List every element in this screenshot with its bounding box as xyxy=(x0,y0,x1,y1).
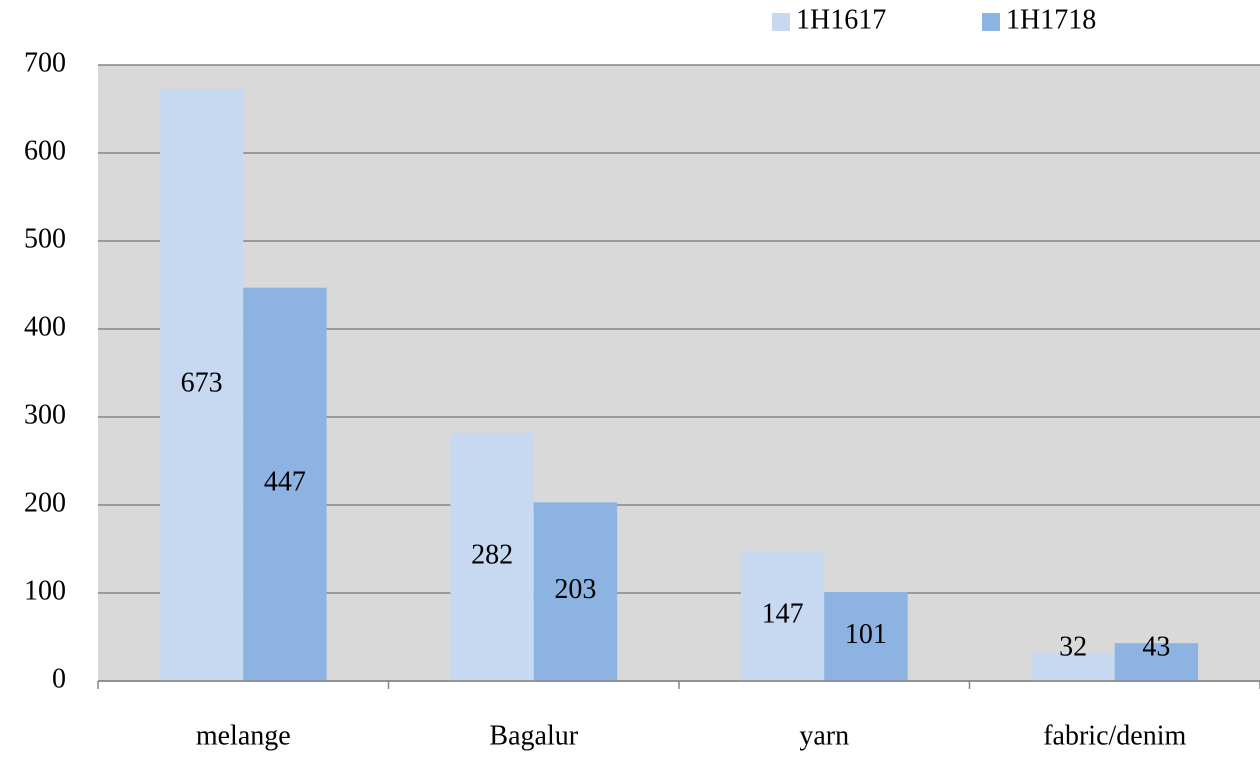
data-label: 282 xyxy=(471,539,513,570)
y-tick-label: 400 xyxy=(24,311,66,342)
data-label: 203 xyxy=(554,574,596,605)
legend-swatch xyxy=(982,13,1000,31)
y-tick-label: 100 xyxy=(24,575,66,606)
bar xyxy=(159,88,244,681)
bar xyxy=(1031,652,1115,681)
data-label: 147 xyxy=(762,599,804,630)
x-tick-label: Bagalur xyxy=(489,720,578,751)
bar xyxy=(533,502,618,681)
bar xyxy=(740,551,825,681)
y-tick-label: 600 xyxy=(24,135,66,166)
x-tick-label: fabric/denim xyxy=(1043,720,1186,751)
bar xyxy=(243,287,327,681)
data-label: 32 xyxy=(1059,631,1087,662)
data-label: 101 xyxy=(845,619,887,650)
y-tick-label: 300 xyxy=(24,399,66,430)
bar xyxy=(824,592,908,681)
y-tick-label: 200 xyxy=(24,487,66,518)
bar xyxy=(450,432,534,681)
data-label: 43 xyxy=(1142,631,1170,662)
y-tick-label: 700 xyxy=(24,47,66,78)
y-tick-label: 0 xyxy=(52,663,66,694)
legend-swatch xyxy=(772,13,790,31)
x-tick-label: melange xyxy=(196,720,291,751)
y-tick-label: 500 xyxy=(24,223,66,254)
legend-label: 1H1617 xyxy=(796,4,886,35)
x-tick-label: yarn xyxy=(799,720,849,751)
data-label: 447 xyxy=(264,467,306,498)
data-label: 673 xyxy=(181,367,223,398)
legend-label: 1H1718 xyxy=(1006,4,1096,35)
bar xyxy=(1114,643,1199,681)
